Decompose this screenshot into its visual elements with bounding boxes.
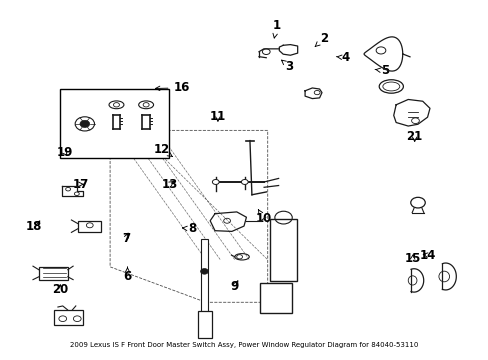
Bar <box>78 221 101 232</box>
Bar <box>54 310 83 325</box>
Text: 16: 16 <box>155 81 189 94</box>
Bar <box>200 239 208 318</box>
Text: 11: 11 <box>209 110 225 123</box>
Bar <box>39 267 68 280</box>
Circle shape <box>200 269 208 274</box>
Text: 8: 8 <box>182 222 196 235</box>
Text: 13: 13 <box>161 178 177 191</box>
Text: 2: 2 <box>315 32 327 46</box>
Text: 9: 9 <box>230 280 239 293</box>
Text: 1: 1 <box>272 19 281 38</box>
Text: 5: 5 <box>374 64 388 77</box>
Bar <box>269 219 297 282</box>
Bar <box>197 311 212 338</box>
Bar <box>60 89 168 158</box>
Text: 15: 15 <box>404 252 420 265</box>
Text: 14: 14 <box>419 249 435 262</box>
Text: 4: 4 <box>336 51 349 64</box>
Circle shape <box>241 180 247 184</box>
Text: 21: 21 <box>406 130 422 143</box>
Text: 6: 6 <box>123 267 131 283</box>
Text: 10: 10 <box>255 210 271 225</box>
Text: 2009 Lexus IS F Front Door Master Switch Assy, Power Window Regulator Diagram fo: 2009 Lexus IS F Front Door Master Switch… <box>70 342 418 348</box>
Circle shape <box>80 120 89 127</box>
Bar <box>259 283 292 313</box>
Text: 20: 20 <box>52 283 68 296</box>
Circle shape <box>212 180 219 184</box>
Text: 17: 17 <box>73 178 89 191</box>
Text: 12: 12 <box>153 143 172 157</box>
Text: 18: 18 <box>26 220 42 233</box>
Text: 3: 3 <box>281 60 293 73</box>
Text: 19: 19 <box>56 146 73 159</box>
Text: 7: 7 <box>122 232 130 245</box>
